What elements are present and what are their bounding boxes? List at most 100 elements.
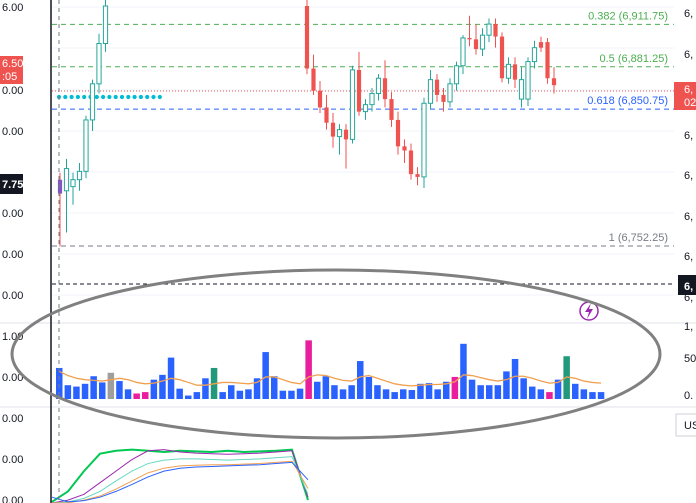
volume-bar (202, 378, 209, 399)
oscillator-line (51, 448, 309, 503)
volume-bar (288, 390, 295, 399)
volume-axis-label: 0. (684, 390, 693, 402)
volume-bar (529, 386, 536, 399)
candle (453, 61, 460, 91)
volume-bar (589, 392, 596, 399)
volume-bar (503, 371, 510, 399)
cyan-dot (138, 94, 143, 100)
volume-bar (279, 390, 287, 399)
level-badge-right: 6, (678, 275, 696, 295)
fibonacci-levels: 0.382 (6,911.75) 0.5 (6,881.25) 0.618 (6,8… (52, 10, 674, 247)
volume-bar (511, 358, 519, 399)
volume-bar (124, 389, 132, 399)
volume-bar (159, 374, 166, 399)
volume-bar (236, 390, 244, 399)
candle (467, 15, 472, 47)
volume-bar (56, 367, 63, 399)
right-tick-label: 6, (684, 130, 693, 142)
volume-bar (271, 376, 278, 399)
candle (441, 87, 446, 112)
candle (76, 163, 83, 191)
left-tick-label: 0.00 (2, 126, 23, 138)
right-volume-axis: 1, 50 0. (684, 321, 696, 402)
volume-bar (116, 381, 123, 399)
candle (493, 18, 498, 48)
volume-bar (597, 392, 605, 399)
left-lower-tick-label: 0.00 (2, 413, 23, 425)
volume-bar (391, 392, 398, 399)
candle (336, 124, 343, 155)
volume-bar (486, 385, 493, 399)
volume-bar (572, 383, 579, 399)
price-badge-bottom: :05 (2, 71, 17, 83)
volume-bar (262, 352, 269, 399)
candle (447, 78, 453, 108)
candle (415, 167, 420, 186)
volume-bar (537, 389, 545, 399)
volume-bar (357, 361, 364, 399)
candle (369, 87, 375, 112)
volume-bar (382, 389, 390, 399)
left-tick-label: 0.00 (2, 249, 23, 261)
volume-bar (434, 389, 441, 399)
left-tick-label: 0.00 (2, 85, 23, 97)
volume-bar (460, 343, 467, 399)
candle (545, 37, 550, 84)
candle (479, 28, 486, 57)
volume-bar (348, 385, 355, 399)
left-lower-tick-label: 0.00 (2, 454, 23, 466)
candle (375, 74, 382, 101)
left-tick-label: 6.00 (2, 2, 23, 14)
right-tick-label: 6, (684, 292, 693, 304)
candle (349, 65, 356, 144)
cyan-dot (107, 94, 112, 100)
highlight-ellipse (10, 268, 662, 440)
fib-label: 0.382 (6,911.75) (588, 10, 668, 22)
volume-bar (107, 372, 115, 399)
price-badge-left: 6.50 :05 (0, 56, 23, 84)
currency-box: US (675, 413, 696, 437)
volume-bar (400, 389, 407, 399)
cyan-dot (126, 94, 131, 100)
candle (486, 18, 492, 43)
candle (518, 67, 525, 108)
volume-bar (443, 381, 450, 399)
candle (551, 67, 557, 94)
volume-bar (245, 389, 252, 399)
volume-axis-label: 50 (684, 353, 696, 365)
volume-bar (365, 376, 373, 399)
candle (356, 51, 362, 116)
price-grid (52, 6, 674, 296)
candle (330, 112, 336, 148)
volume-bar (81, 383, 89, 399)
oscillator-line (51, 449, 309, 503)
volume-bar (150, 379, 158, 399)
cyan-dot (145, 94, 150, 100)
candle (434, 74, 440, 102)
volume-bar (64, 385, 72, 399)
candle (343, 124, 349, 169)
volume-bar (451, 376, 459, 399)
price-badge-top: 6.50 (2, 58, 23, 70)
candle (89, 79, 96, 132)
fib-label: 1 (6,752.25) (609, 232, 668, 244)
cyan-dot (82, 94, 87, 100)
candles (57, 0, 557, 247)
right-tick-label: 6, (684, 8, 693, 20)
volume-bar (322, 376, 330, 399)
cyan-dot (69, 94, 74, 100)
candle (102, 0, 109, 52)
candle (473, 24, 479, 55)
cyan-dot (151, 94, 156, 100)
candle (402, 139, 407, 164)
volume-bars (56, 340, 605, 399)
candle (525, 57, 531, 107)
candle (427, 69, 434, 109)
volume-bar (554, 379, 562, 399)
candle (382, 60, 388, 108)
volume-bar (296, 388, 304, 399)
cyan-dot (132, 94, 137, 100)
oscillator-lines (51, 448, 309, 503)
candle (512, 57, 518, 88)
